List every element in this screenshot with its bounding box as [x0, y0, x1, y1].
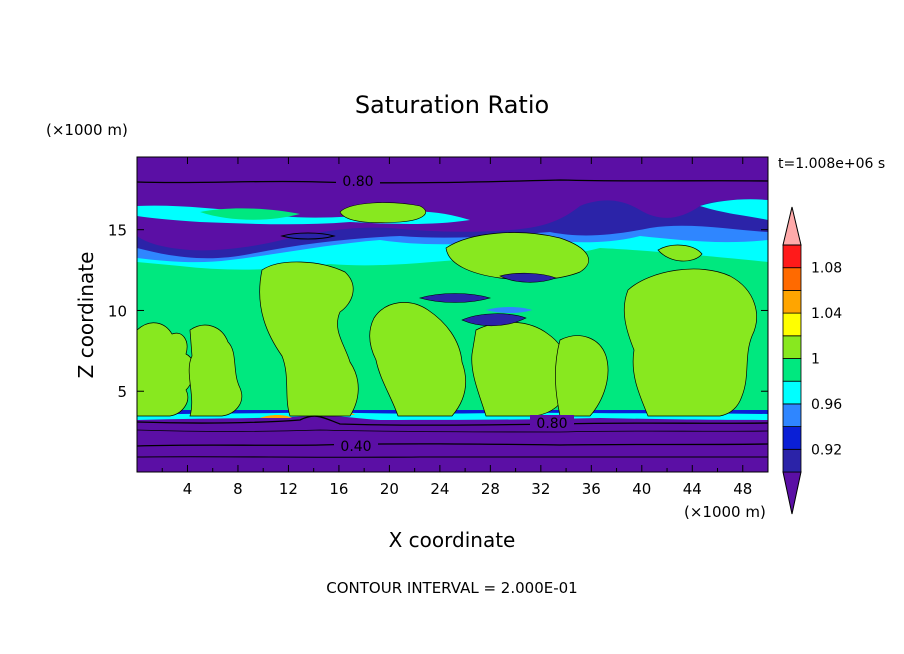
x-tick-label: 32 [531, 480, 550, 498]
x-tick-label: 28 [481, 480, 500, 498]
upper-cloud-patch [339, 202, 426, 223]
colorbar-under-triangle [782, 471, 802, 515]
cloud-patch [259, 261, 359, 417]
colorbar-label: 1 [811, 352, 820, 368]
x-tick-label: 8 [233, 480, 243, 498]
x-axis: 4 8 12 16 20 24 28 32 36 40 44 48 [161, 157, 752, 498]
colorbar-segment [782, 335, 802, 359]
lower-orange-spot [260, 411, 355, 418]
dry-streak [418, 293, 492, 303]
x-tick-label: 16 [329, 480, 348, 498]
colorbar-segment [782, 289, 802, 314]
x-axis-title: X coordinate [389, 528, 516, 552]
cloud-patch [369, 302, 466, 417]
upper-right-cyan [700, 199, 768, 220]
x-tick-label: 44 [683, 480, 702, 498]
z-unit-label: (×1000 m) [46, 121, 128, 139]
dry-streak [461, 313, 527, 327]
colorbar-label: 1.04 [811, 306, 842, 322]
contour-label: 0.80 [342, 174, 373, 190]
colorbar: 0.92 0.96 1 1.04 1.08 [782, 206, 842, 515]
colorbar-label: 1.08 [811, 261, 842, 277]
y-axis-title: Z coordinate [74, 252, 98, 379]
colorbar-segment [782, 267, 802, 291]
cloud-patch [555, 335, 609, 417]
contour-line [280, 232, 336, 240]
upper-green-patch [200, 208, 300, 220]
y-tick-label: 15 [108, 222, 127, 240]
colorbar-segment [782, 244, 802, 269]
x-tick-label: 40 [632, 480, 651, 498]
contour-label: 0.80 [536, 416, 567, 432]
contour-line [136, 415, 769, 426]
contour-label: 0.40 [340, 439, 371, 455]
colorbar-label: 0.96 [811, 397, 842, 413]
x-tick-label: 48 [733, 480, 752, 498]
contour-line [136, 456, 769, 458]
time-label: t=1.008e+06 s [778, 156, 885, 172]
chart-title: Saturation Ratio [355, 91, 549, 119]
x-tick-label: 20 [380, 480, 399, 498]
colorbar-over-triangle [782, 206, 802, 246]
colorbar-segment [782, 312, 802, 337]
colorbar-segment [782, 358, 802, 382]
cloud-patches [136, 232, 757, 417]
cloud-patch [657, 244, 703, 262]
colorbar-segment [782, 403, 802, 427]
mid-dry-streaks [284, 233, 557, 327]
x-tick-label: 12 [279, 480, 298, 498]
y-axis: 5 10 15 [108, 222, 768, 401]
x-tick-label: 24 [430, 480, 449, 498]
contour-lines [136, 179, 769, 458]
cloud-patch [445, 232, 589, 281]
dry-streak [499, 272, 557, 283]
colorbar-segment [782, 448, 802, 473]
y-tick-label: 10 [108, 302, 127, 320]
y-tick-label: 5 [117, 383, 127, 401]
colorbar-segment [782, 380, 802, 405]
colorbar-segment [782, 426, 802, 450]
x-tick-label: 36 [582, 480, 601, 498]
cloud-patch [623, 268, 757, 417]
colorbar-label: 0.92 [811, 442, 842, 458]
cloud-patch [136, 322, 195, 417]
plot-frame [136, 156, 769, 473]
contour-line [136, 429, 769, 433]
contour-interval-note: CONTOUR INTERVAL = 2.000E-01 [326, 579, 577, 597]
cloud-patch [188, 324, 243, 417]
x-unit-label: (×1000 m) [684, 503, 766, 521]
dry-streak [486, 307, 532, 313]
contour-labels: 0.80 0.80 0.40 [334, 172, 574, 455]
contour-line [136, 443, 769, 447]
x-tick-label: 4 [183, 480, 193, 498]
contour-line [136, 179, 769, 184]
